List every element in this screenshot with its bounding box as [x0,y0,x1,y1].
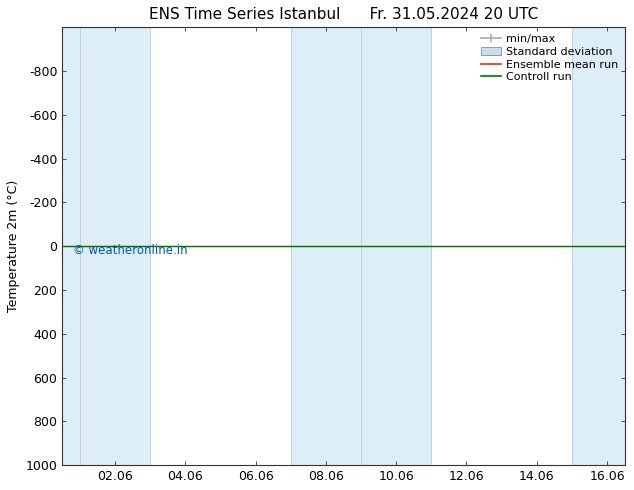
Bar [62,27,150,465]
Text: © weatheronline.in: © weatheronline.in [74,244,188,257]
Legend: min/max, Standard deviation, Ensemble mean run, Controll run: min/max, Standard deviation, Ensemble me… [477,29,623,87]
Bar [572,27,624,465]
Y-axis label: Temperature 2m (°C): Temperature 2m (°C) [7,180,20,312]
Title: ENS Time Series Istanbul      Fr. 31.05.2024 20 UTC: ENS Time Series Istanbul Fr. 31.05.2024 … [149,7,538,22]
Bar [361,27,431,465]
Bar [291,27,361,465]
